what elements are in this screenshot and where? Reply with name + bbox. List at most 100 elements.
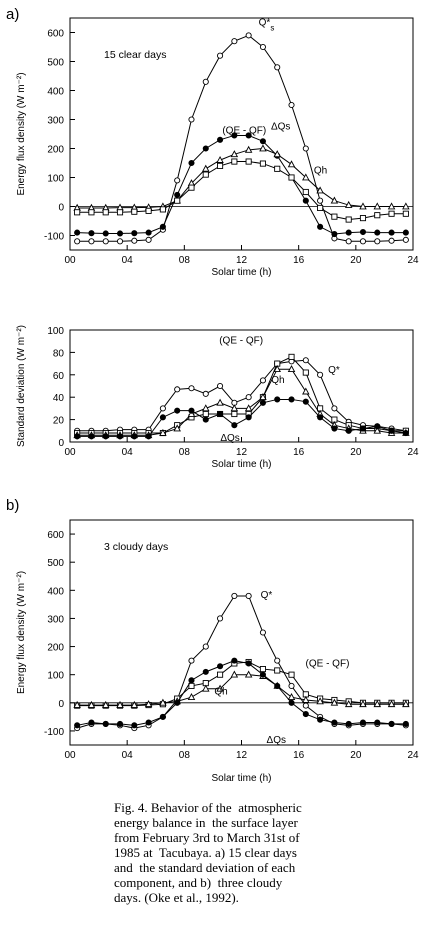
data-point: [388, 210, 395, 217]
data-point: [302, 197, 309, 204]
panel-a-tag: a): [6, 6, 20, 23]
y-tick-label: 80: [53, 348, 65, 359]
data-point: [131, 230, 138, 237]
data-point: [188, 657, 195, 664]
data-point: [159, 223, 166, 230]
data-point: [217, 162, 224, 169]
y-tick-label: 300: [47, 614, 64, 625]
data-point: [174, 386, 181, 393]
data-point: [302, 398, 309, 405]
data-point: [317, 371, 324, 378]
series-line: [77, 147, 406, 209]
data-point: [202, 145, 209, 152]
series-label: Qh: [271, 375, 284, 386]
series-label: ΔQs: [220, 433, 239, 444]
data-point: [245, 394, 252, 401]
series-label: Q*: [261, 590, 273, 601]
series-label: ΔQs: [267, 735, 286, 746]
data-point: [159, 206, 166, 213]
data-point: [273, 150, 281, 158]
data-point: [288, 174, 295, 181]
data-point: [116, 238, 124, 245]
caption-line-3: from February 3rd to March 31st of: [114, 830, 300, 845]
chart-sd: 0 20 40 60 80 100 00 04 08 12 16 20 24 Solar time (h)…: [16, 325, 419, 470]
data-point: [116, 700, 124, 708]
series-qs: ΔQs: [74, 657, 409, 746]
chart-a: -100 0 100 200 300 400 500 600 00 04 08 12 16 20 24 Sol…: [16, 17, 419, 278]
data-point: [245, 414, 252, 421]
y-tick-label: 20: [53, 416, 65, 427]
series-qeqf: (QE - QF): [74, 336, 409, 437]
series-line: [77, 359, 406, 432]
data-point: [188, 116, 195, 123]
x-tick-label: 24: [407, 255, 419, 266]
series-label: Q*: [328, 365, 340, 376]
series-line: [77, 34, 406, 242]
data-point: [202, 416, 209, 423]
data-point: [302, 695, 310, 703]
series-qs: ΔQs: [74, 121, 409, 238]
data-point: [202, 684, 210, 692]
series-label: Qh: [214, 687, 227, 698]
x-tick-label: 16: [293, 255, 305, 266]
data-point: [202, 643, 209, 650]
chart-note: 3 cloudy days: [104, 541, 168, 553]
data-point: [131, 722, 138, 729]
data-point: [388, 229, 395, 236]
data-point: [387, 700, 396, 708]
data-point: [202, 410, 209, 418]
data-point: [87, 700, 96, 708]
data-point: [288, 682, 295, 689]
data-point: [274, 682, 281, 689]
data-point: [230, 404, 239, 412]
data-point: [202, 164, 210, 172]
data-point: [274, 667, 281, 674]
data-point: [317, 204, 324, 212]
data-point: [302, 387, 310, 395]
caption-line-5: and the standard deviation of each: [114, 860, 296, 875]
x-axis-label: Solar time (h): [211, 459, 271, 470]
data-point: [402, 720, 409, 727]
series-line: [77, 368, 406, 436]
series-line: [77, 134, 406, 235]
data-point: [245, 32, 252, 39]
data-point: [302, 145, 309, 152]
data-point: [288, 699, 295, 706]
data-point: [302, 357, 309, 364]
data-point: [344, 700, 353, 708]
series-q: Q*: [74, 590, 409, 732]
data-point: [116, 720, 124, 727]
y-axis-label: Energy flux density (W m⁻²): [16, 571, 27, 694]
data-point: [217, 52, 224, 59]
data-point: [402, 236, 409, 243]
data-point: [359, 700, 367, 708]
data-point: [102, 230, 109, 237]
data-point: [302, 711, 309, 718]
data-point: [302, 188, 309, 196]
series-label: ΔQs: [271, 121, 290, 132]
data-point: [230, 150, 239, 158]
data-point: [287, 365, 296, 373]
y-axis-label: Standard deviation (W m⁻²): [16, 325, 27, 447]
data-point: [287, 160, 296, 168]
data-point: [259, 377, 266, 384]
data-point: [331, 405, 338, 412]
data-point: [359, 425, 367, 432]
series-label: Qh: [314, 166, 327, 177]
data-point: [216, 398, 224, 406]
series-line: [77, 660, 406, 726]
caption-line-1: Fig. 4. Behavior of the atmospheric: [114, 800, 302, 815]
chart-b: -100 0 100 200 300 400 500 600 00 04 08 12 16 20 24 Sol…: [16, 519, 419, 784]
data-point: [273, 365, 281, 373]
data-point: [316, 697, 324, 705]
data-point: [88, 230, 95, 237]
data-point: [302, 702, 309, 709]
y-tick-label: -100: [44, 232, 64, 243]
panel-b-tag: b): [6, 497, 20, 514]
data-point: [330, 698, 339, 706]
series-line: [77, 398, 406, 437]
y-tick-label: 100: [47, 174, 64, 185]
series-qh: Qh: [73, 365, 410, 439]
data-point: [317, 716, 324, 723]
data-point: [188, 159, 195, 167]
